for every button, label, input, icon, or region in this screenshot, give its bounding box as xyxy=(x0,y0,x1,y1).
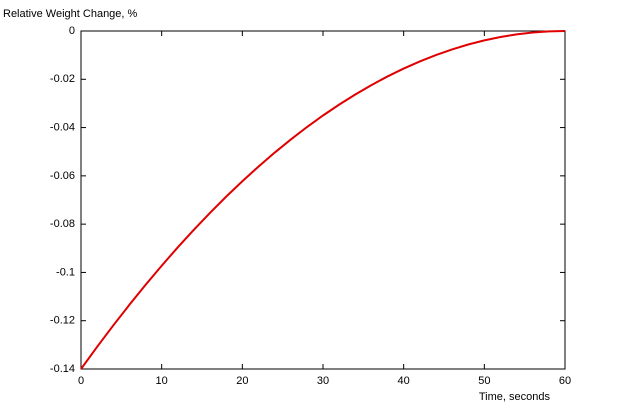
x-tick-label: 60 xyxy=(559,375,571,387)
plot-frame xyxy=(80,30,566,370)
y-tick-label: -0.1 xyxy=(56,266,75,278)
y-axis-label: Relative Weight Change, % xyxy=(3,8,138,20)
y-tick-label: -0.08 xyxy=(50,218,75,230)
y-tick-label: -0.02 xyxy=(50,73,75,85)
data-line xyxy=(80,30,566,370)
x-tick-label: 10 xyxy=(156,375,168,387)
y-tick-label: -0.14 xyxy=(50,363,75,375)
x-axis-label: Time, seconds xyxy=(479,391,551,403)
y-tick-label: -0.04 xyxy=(50,121,75,133)
y-tick-label: 0 xyxy=(69,25,75,37)
y-tick-label: -0.12 xyxy=(50,315,75,327)
x-tick-label: 40 xyxy=(398,375,410,387)
x-tick-label: 50 xyxy=(478,375,490,387)
x-tick-label: 20 xyxy=(236,375,248,387)
y-tick-label: -0.06 xyxy=(50,170,75,182)
x-tick-label: 30 xyxy=(317,375,329,387)
x-tick-label: 0 xyxy=(78,375,84,387)
